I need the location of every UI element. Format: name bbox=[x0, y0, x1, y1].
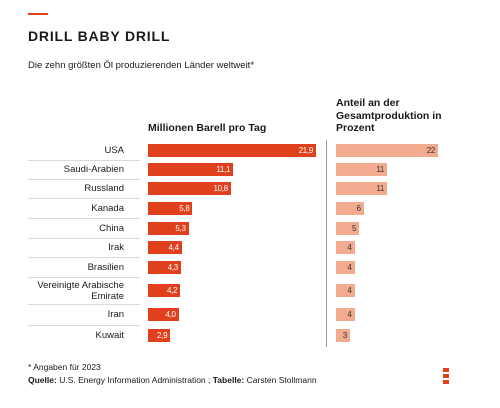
value-label: 11,1 bbox=[216, 165, 231, 174]
bar: 10,8 bbox=[148, 182, 231, 195]
row-separator bbox=[28, 257, 140, 258]
bar: 11 bbox=[336, 182, 388, 195]
value-label: 5,3 bbox=[175, 223, 186, 233]
row-separator bbox=[28, 218, 140, 219]
logo-block bbox=[443, 368, 449, 372]
value-label: 5 bbox=[352, 223, 357, 233]
logo-block bbox=[443, 374, 449, 378]
bar: 6 bbox=[336, 201, 364, 215]
bar: 5,3 bbox=[148, 221, 189, 235]
bar: 4 bbox=[336, 308, 355, 321]
bar: 4,3 bbox=[148, 260, 181, 274]
footnote: * Angaben für 2023 bbox=[28, 362, 101, 372]
value-label: 2,9 bbox=[157, 330, 168, 340]
category-label: Vereinigte Arabische Emirate bbox=[37, 279, 124, 302]
value-label: 4 bbox=[347, 243, 352, 252]
bar: 5 bbox=[336, 221, 360, 235]
bar: 5,8 bbox=[148, 201, 193, 215]
value-label: 5,8 bbox=[179, 203, 190, 213]
value-label: 21,9 bbox=[298, 146, 314, 155]
row-separator bbox=[28, 304, 140, 305]
value-label: 11 bbox=[376, 165, 385, 174]
bar: 4,2 bbox=[148, 284, 181, 297]
row-separator bbox=[28, 238, 140, 239]
row-separator bbox=[28, 198, 140, 199]
bar: 11 bbox=[336, 163, 388, 176]
value-label: 4 bbox=[347, 310, 352, 319]
source-line: Quelle: U.S. Energy Information Administ… bbox=[28, 375, 317, 385]
category-label: China bbox=[99, 222, 124, 234]
row-separator bbox=[28, 160, 140, 161]
value-label: 3 bbox=[342, 330, 347, 340]
credit: Carsten Stollmann bbox=[246, 375, 317, 385]
category-label: Kuwait bbox=[95, 329, 124, 341]
category-label: Russland bbox=[84, 183, 124, 194]
chart-subtitle: Die zehn größten Öl produzierenden Lände… bbox=[28, 60, 255, 71]
accent-line bbox=[28, 13, 48, 15]
value-label: 4,3 bbox=[167, 262, 179, 272]
value-label: 11 bbox=[376, 184, 385, 193]
value-label: 4,2 bbox=[166, 286, 178, 295]
value-label: 10,8 bbox=[213, 184, 228, 193]
column-header: Anteil an der Gesamtproduktion in Prozen… bbox=[336, 97, 442, 134]
bar: 22 bbox=[336, 144, 439, 157]
value-label: 22 bbox=[426, 146, 436, 155]
value-label: 4 bbox=[347, 286, 352, 295]
bar: 21,9 bbox=[148, 144, 316, 157]
value-label: 4,0 bbox=[165, 310, 176, 319]
bar: 4,4 bbox=[148, 241, 182, 254]
row-separator bbox=[28, 325, 140, 326]
credit-label: Tabelle: bbox=[212, 375, 245, 385]
bar: 3 bbox=[336, 328, 350, 342]
source: U.S. Energy Information Administration ; bbox=[59, 375, 211, 385]
chart-title: DRILL BABY DRILL bbox=[28, 28, 171, 44]
bar: 2,9 bbox=[148, 328, 171, 342]
row-separator bbox=[28, 277, 140, 278]
bar: 4 bbox=[336, 284, 355, 297]
column-header: Millionen Barell pro Tag bbox=[148, 122, 267, 134]
value-label: 4 bbox=[347, 262, 352, 272]
category-label: Saudi-Arabien bbox=[63, 164, 124, 175]
value-label: 6 bbox=[356, 203, 361, 213]
logo-block bbox=[443, 380, 449, 384]
category-label: Kanada bbox=[91, 202, 124, 214]
source-label: Quelle: bbox=[28, 375, 57, 385]
category-label: Iran bbox=[107, 309, 124, 320]
category-label: USA bbox=[104, 145, 124, 156]
bar: 4,0 bbox=[148, 308, 179, 321]
column-divider bbox=[326, 140, 327, 347]
bar: 4 bbox=[336, 260, 355, 274]
category-label: Irak bbox=[108, 242, 124, 253]
bar: 4 bbox=[336, 241, 355, 254]
value-label: 4,4 bbox=[168, 243, 180, 252]
logo bbox=[443, 368, 449, 384]
category-label: Brasilien bbox=[87, 261, 124, 273]
row-separator bbox=[28, 179, 140, 180]
bar: 11,1 bbox=[148, 163, 234, 176]
